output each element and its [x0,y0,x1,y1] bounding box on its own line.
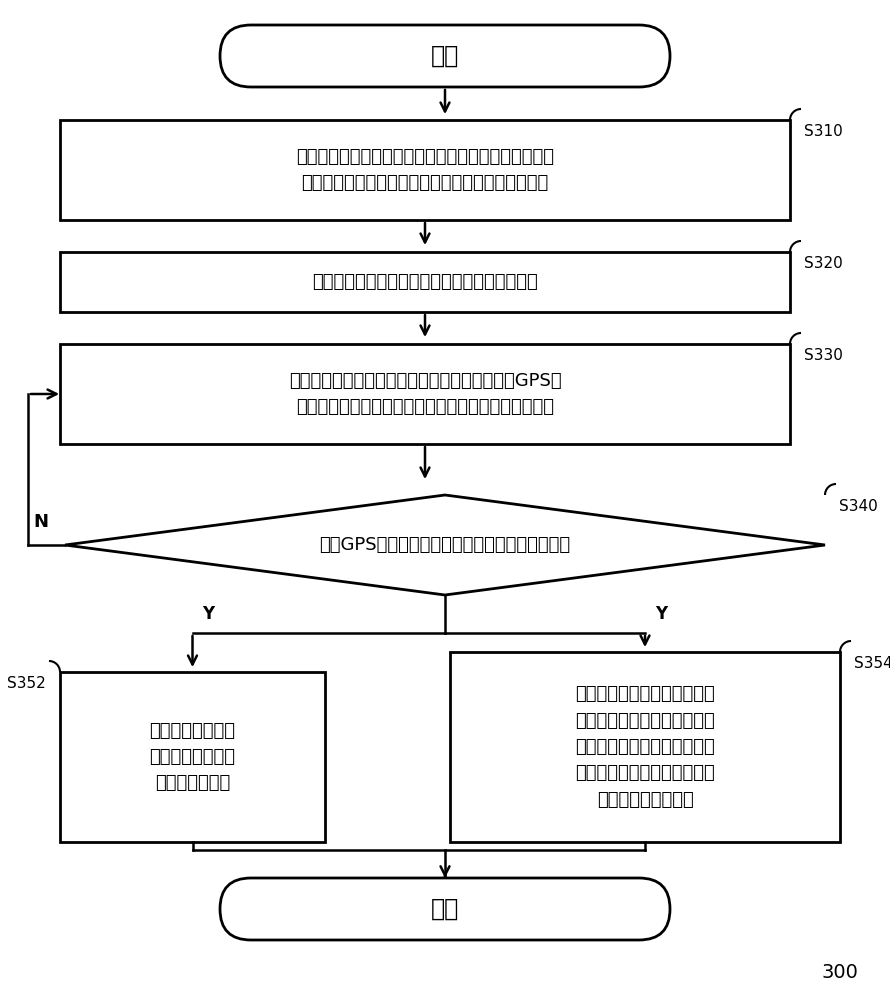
Text: N: N [33,513,48,531]
Bar [450,652,840,842]
Text: 在移动终端的安全预警模式下，根据用户的输入确定当
前行驶状态，其中行驶状态包括骑行状态和步行状态: 在移动终端的安全预警模式下，根据用户的输入确定当 前行驶状态，其中行驶状态包括骑… [296,148,554,192]
Text: 结束: 结束 [431,897,459,921]
Polygon shape [65,495,825,595]
Bar [60,252,790,312]
FancyBboxPatch shape [220,25,670,87]
FancyBboxPatch shape [220,878,670,940]
Text: Y: Y [655,605,668,623]
Text: 开始: 开始 [431,44,459,68]
Text: 300: 300 [821,963,858,982]
Text: S310: S310 [804,124,843,139]
Text: S330: S330 [804,348,843,363]
Text: S340: S340 [839,499,878,514]
Text: 实时获取行驶状态数据，其中行驶状态数据包括GPS位
置、行驶距离、行驶时间、加速度数据中的一个或多个: 实时获取行驶状态数据，其中行驶状态数据包括GPS位 置、行驶距离、行驶时间、加速… [288,372,562,416]
Text: S352: S352 [7,676,46,691]
Text: S354: S354 [854,656,890,671]
Text: 若判断在步行状态
下行驶路径偏离，
则进行预警提示: 若判断在步行状态 下行驶路径偏离， 则进行预警提示 [150,722,236,792]
Text: 根据用户输入的出发地和目的地，规划行驶路径: 根据用户输入的出发地和目的地，规划行驶路径 [312,273,538,291]
Text: 根据GPS位置判断用户是否偏离所规划的行驶路径: 根据GPS位置判断用户是否偏离所规划的行驶路径 [320,536,570,554]
Text: 若判断在骑行状态下行驶路径
偏离，则根据行驶距离、行驶
时间和加速度数据判断当前行
驶是否异常，若判断当前行驶
异常则进行预警提示: 若判断在骑行状态下行驶路径 偏离，则根据行驶距离、行驶 时间和加速度数据判断当前… [575,685,715,809]
Bar [60,344,790,444]
Text: Y: Y [203,605,214,623]
Bar [60,120,790,220]
Bar [60,672,325,842]
Text: S320: S320 [804,256,843,271]
